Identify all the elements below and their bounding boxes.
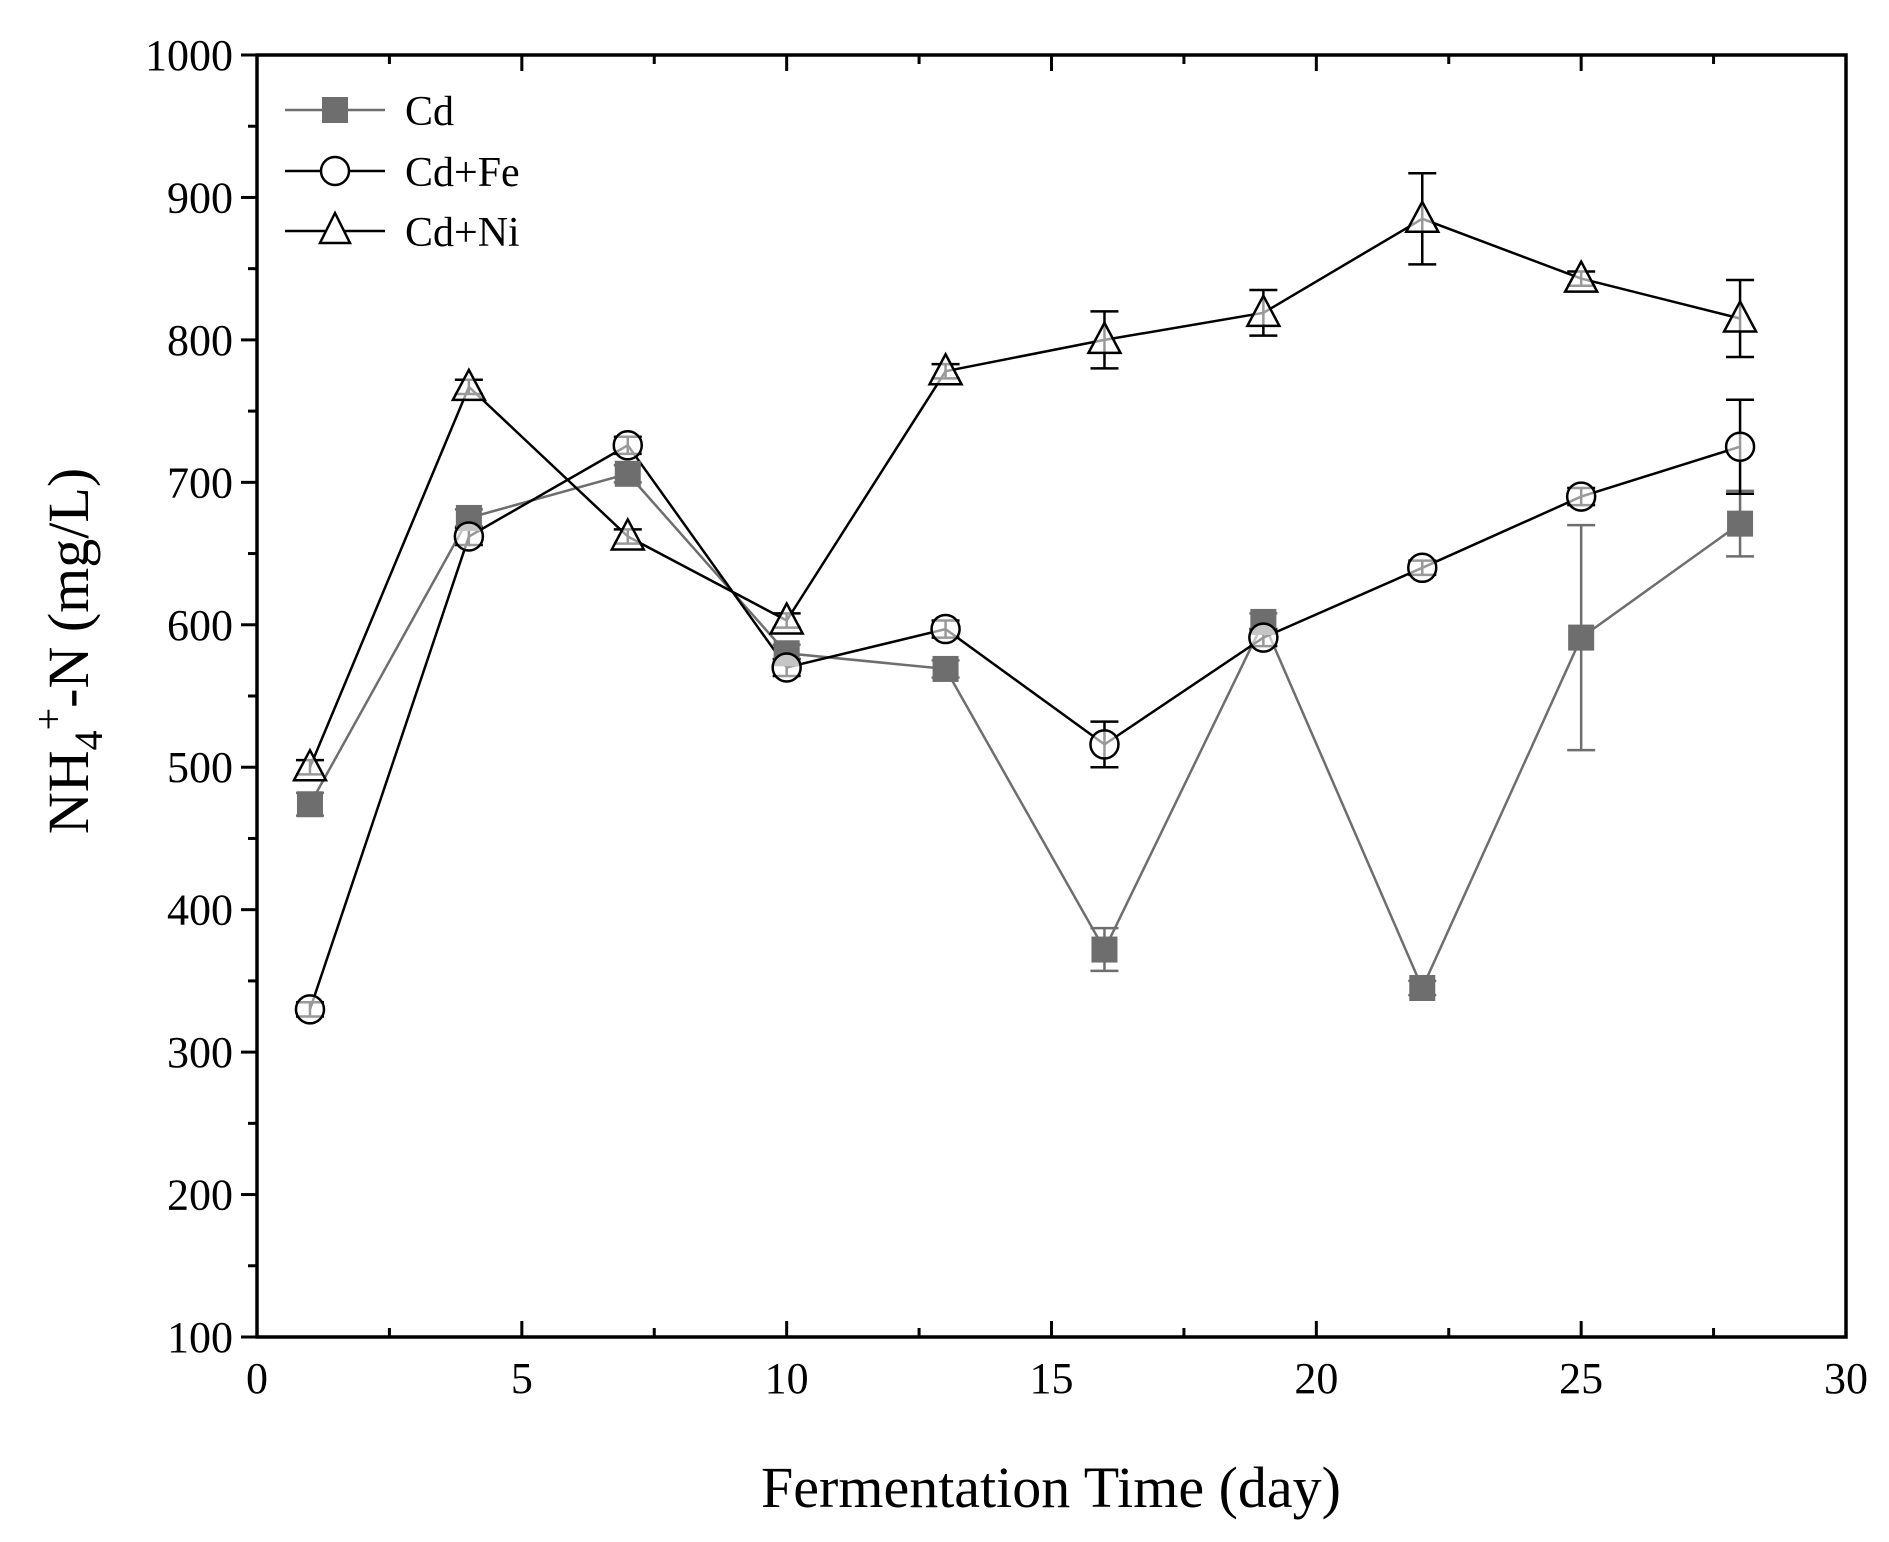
y-axis-title: NH4+-N (mg/L): [26, 468, 111, 834]
data-point-cd-fe: [1248, 622, 1279, 653]
data-point-cd: [932, 655, 959, 682]
data-point-cd: [1727, 510, 1754, 537]
y-tick-label: 500: [167, 743, 233, 792]
data-point-cd: [296, 791, 323, 818]
y-tick-label: 100: [167, 1313, 233, 1362]
data-point-cd-fe: [294, 994, 326, 1025]
y-tick-label: 800: [167, 316, 233, 365]
data-point-cd-ni: [1721, 298, 1759, 333]
series-lines: [308, 217, 1741, 1010]
data-point-cd-ni: [1086, 320, 1123, 355]
legend-square-marker: [322, 97, 348, 123]
x-tick-label: 15: [1030, 1354, 1074, 1403]
data-point-cd-ni: [291, 747, 329, 782]
x-tick-label: 0: [246, 1354, 268, 1403]
y-tick-label: 400: [167, 886, 233, 935]
data-point-cd-fe: [1565, 481, 1597, 512]
tick-labels: 0 5 10 15 20 25 30 100 200 300 400 500 600 700 800 900 1…: [145, 31, 1868, 1403]
y-tick-label: 200: [167, 1171, 233, 1220]
y-axis-title-text: NH4+-N (mg/L): [26, 468, 111, 834]
data-point-cd-ni: [450, 367, 487, 402]
y-axis-title-main: NH: [36, 750, 101, 834]
series-line-cd-fe: [308, 443, 1741, 1010]
data-point-cd: [1409, 975, 1436, 1002]
legend-label-cd-ni: Cd+Ni: [405, 210, 520, 256]
legend-triangle-marker: [317, 210, 353, 245]
data-point-cd-fe: [453, 521, 485, 552]
y-axis-title-subscript: 4: [66, 730, 111, 750]
legend-item-cd-ni: Cd+Ni: [285, 210, 520, 256]
data-point-cd-fe: [1724, 431, 1756, 462]
data-point-cd-fe: [930, 613, 961, 645]
legend-label-cd: Cd: [405, 89, 454, 135]
x-tick-label: 30: [1824, 1354, 1868, 1403]
data-point-cd-ni: [609, 516, 646, 551]
data-point-cd: [1568, 624, 1595, 651]
x-tick-label: 10: [765, 1354, 809, 1403]
y-tick-label: 600: [167, 601, 233, 650]
data-point-cd-ni: [1563, 258, 1600, 293]
data-point-cd-ni: [768, 600, 805, 635]
y-axis-title-rest: -N (mg/L): [36, 468, 101, 708]
legend-item-cd: Cd: [285, 89, 454, 135]
series-line-cd: [308, 472, 1741, 992]
data-point-cd-ni: [1245, 293, 1282, 328]
series-markers: [291, 199, 1759, 1025]
x-tick-label: 5: [511, 1354, 533, 1403]
legend-circle-marker: [319, 155, 351, 187]
x-tick-label: 25: [1559, 1354, 1603, 1403]
y-tick-label: 1000: [145, 31, 233, 80]
data-point-cd-fe: [612, 430, 644, 461]
y-tick-label: 900: [167, 173, 233, 222]
data-point-cd: [614, 460, 641, 487]
legend-item-cd-fe: Cd+Fe: [285, 150, 520, 196]
x-axis-title: Fermentation Time (day): [761, 1455, 1341, 1520]
series-line-cd-ni: [308, 217, 1741, 768]
data-point-cd-ni: [927, 351, 964, 386]
y-tick-label: 300: [167, 1028, 233, 1077]
y-tick-label: 700: [167, 458, 233, 507]
legend-label-cd-fe: Cd+Fe: [405, 150, 520, 196]
data-point-cd-ni: [1404, 199, 1441, 234]
data-point-cd-fe: [771, 652, 802, 683]
y-axis-title-superscript: +: [26, 708, 71, 731]
data-point-cd-fe: [1407, 552, 1438, 584]
axes: [241, 53, 1848, 1339]
x-tick-label: 20: [1294, 1354, 1338, 1403]
data-point-cd: [1091, 936, 1118, 963]
data-point-cd-fe: [1089, 729, 1120, 760]
legend: Cd Cd+Fe Cd+Ni: [285, 89, 520, 256]
